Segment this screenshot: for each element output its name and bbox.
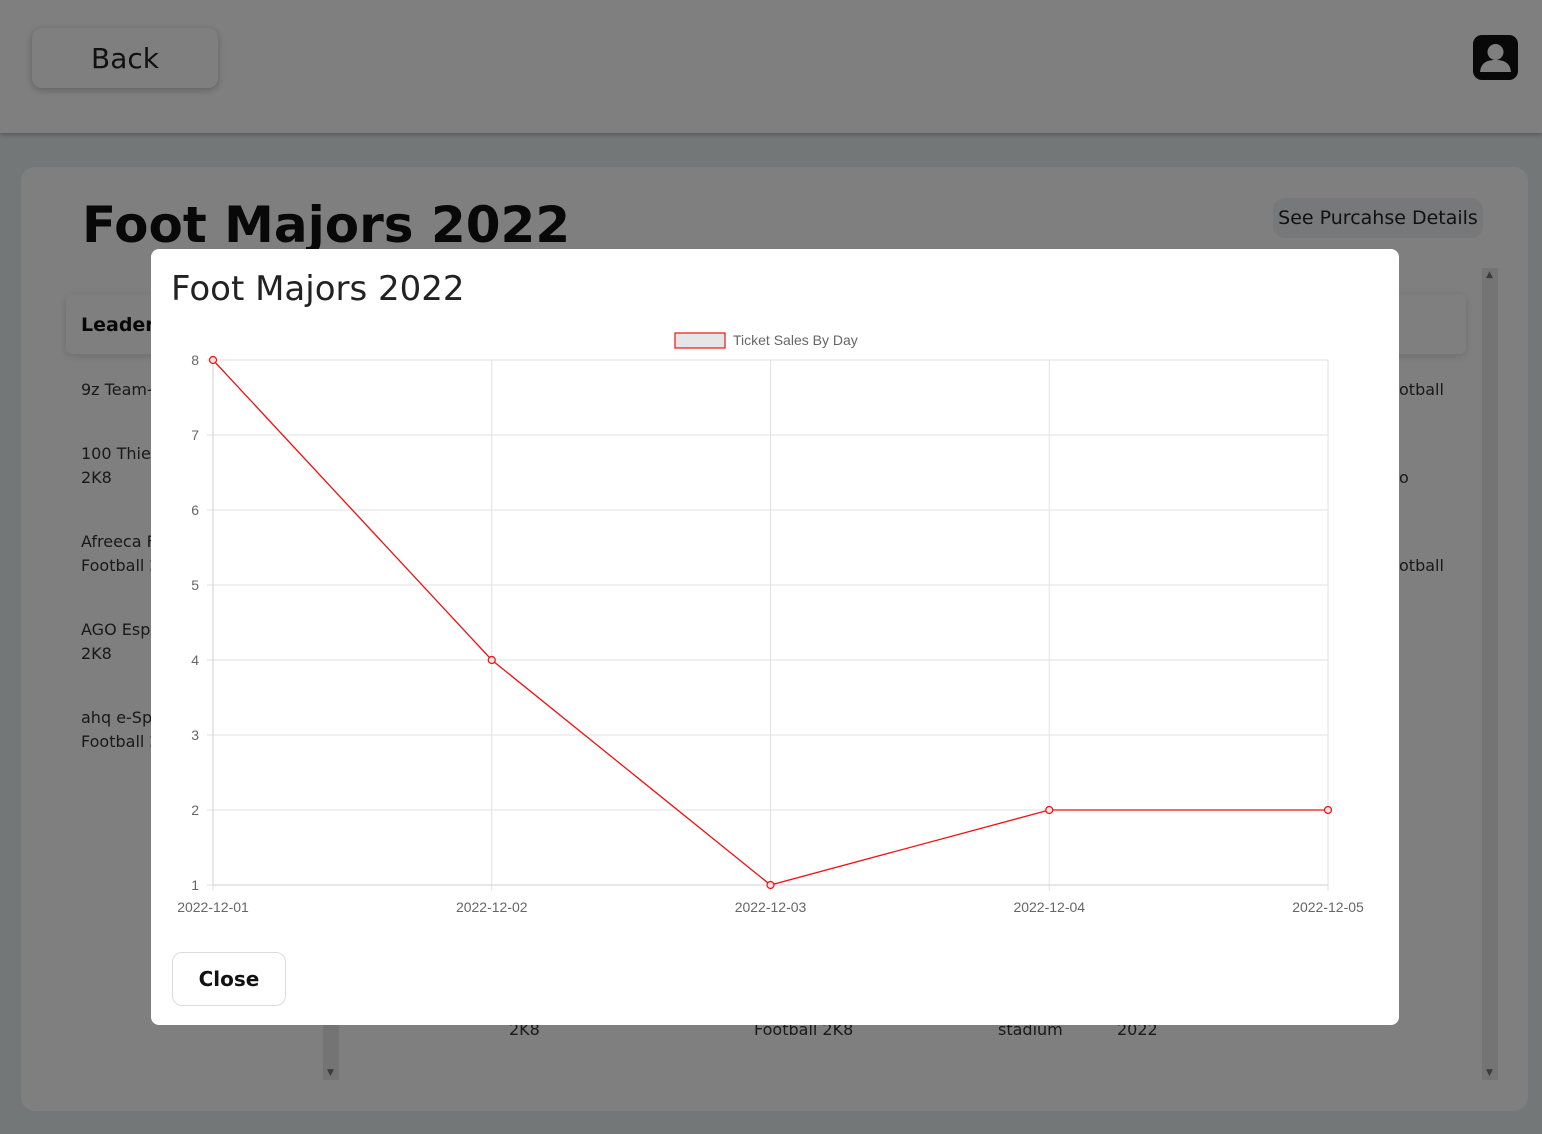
x-tick-label: 2022-12-05 [1292, 899, 1364, 915]
data-point [487, 655, 496, 665]
y-tick-label: 3 [191, 727, 199, 743]
ticket-sales-chart: 1 2 3 4 5 6 7 8 2022-12-01 2022-12-02 2022-12-03 20… [177, 332, 1364, 915]
y-tick-label: 4 [191, 652, 199, 668]
y-tick-label: 8 [191, 352, 199, 368]
y-tick-label: 6 [191, 502, 199, 518]
data-point [1045, 805, 1054, 815]
x-tick-label: 2022-12-01 [177, 899, 249, 915]
x-tick-label: 2022-12-03 [735, 899, 807, 915]
y-tick-label: 2 [191, 802, 199, 818]
x-tick-label: 2022-12-02 [456, 899, 528, 915]
modal-title: Foot Majors 2022 [171, 269, 465, 309]
y-tick-label: 5 [191, 577, 199, 593]
chart-modal: Foot Majors 2022 1 2 3 4 5 6 7 8 2022-12-01 2022-… [151, 249, 1399, 1025]
data-point [208, 355, 218, 365]
legend-label: Ticket Sales By Day [733, 332, 858, 348]
legend-swatch [674, 332, 726, 349]
y-tick-label: 1 [191, 877, 199, 893]
data-point [766, 880, 775, 890]
y-tick-label: 7 [191, 427, 199, 443]
close-button[interactable]: Close [172, 952, 286, 1006]
x-tick-label: 2022-12-04 [1013, 899, 1085, 915]
data-point [1323, 805, 1333, 815]
